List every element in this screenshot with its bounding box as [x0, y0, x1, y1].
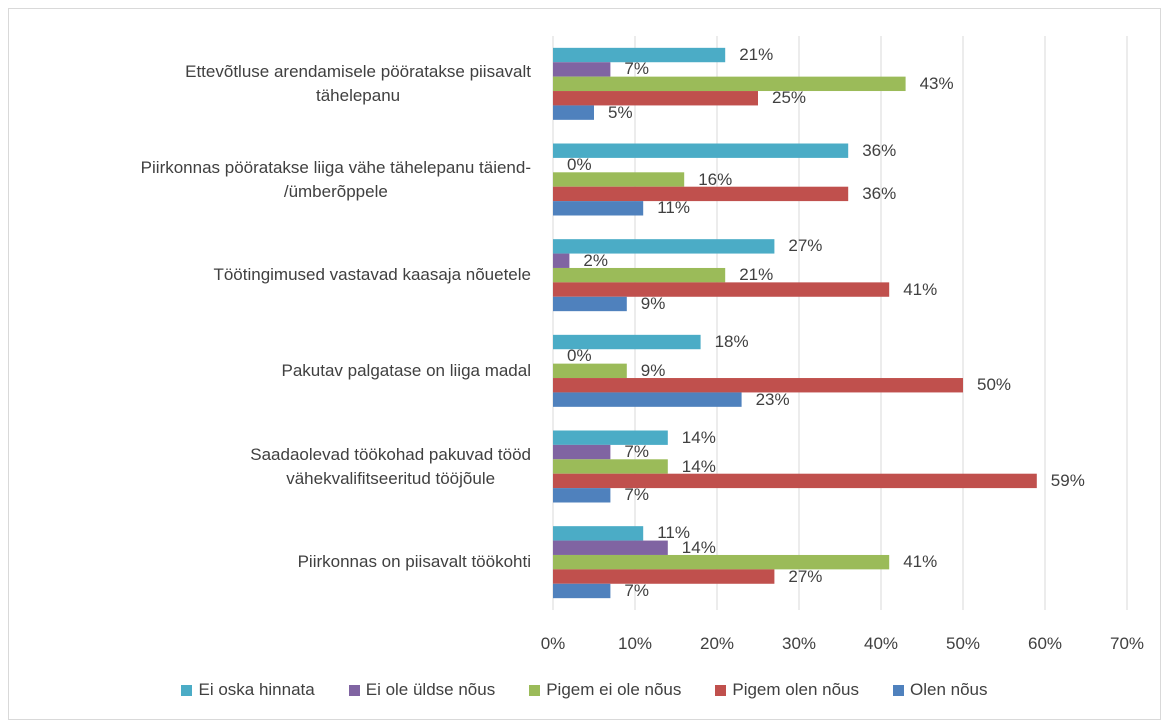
data-label: 9%	[640, 360, 666, 380]
legend-label: Pigem ei ole nõus	[546, 680, 682, 699]
x-tick-label: 30%	[781, 634, 817, 653]
legend-item: Ei oska hinnata	[181, 680, 315, 700]
bar	[553, 201, 644, 216]
data-label: 11%	[657, 523, 690, 543]
bar	[553, 488, 611, 503]
data-label: 27%	[788, 566, 823, 586]
x-tick-label: 50%	[945, 634, 981, 653]
bar	[553, 296, 627, 312]
bar	[553, 473, 1037, 489]
data-label: 41%	[903, 552, 938, 572]
bar	[553, 554, 890, 570]
data-label: 14%	[681, 456, 716, 476]
legend-swatch	[348, 684, 360, 696]
bar	[553, 76, 906, 92]
bar	[553, 239, 775, 254]
data-label: 14%	[681, 537, 716, 557]
data-label: 18%	[714, 332, 749, 352]
y-tick-label: Piirkonnas pööratakse liiga vähe tähelep…	[140, 157, 531, 201]
data-label: 9%	[640, 293, 666, 313]
y-tick-label: Pakutav palgatase on liiga madal	[281, 360, 532, 380]
x-tick-label: 40%	[863, 634, 899, 653]
bar	[553, 267, 726, 283]
legend-swatch	[893, 684, 904, 696]
bar	[553, 334, 701, 350]
data-label: 16%	[698, 169, 733, 189]
bar	[553, 143, 849, 158]
data-label: 50%	[977, 375, 1012, 395]
data-label: 59%	[1050, 470, 1085, 490]
data-label: 25%	[772, 88, 807, 108]
bar	[553, 378, 963, 393]
legend-label: Olen nõus	[910, 680, 988, 699]
y-tick-label: Piirkonnas on piisavalt töökohti	[297, 552, 531, 572]
y-tick-label: Ettevõtluse arendamisele pööratakse piis…	[185, 61, 531, 105]
y-tick-label: Töötingimused vastavad kaasaja nõuetele	[213, 265, 531, 285]
data-label: 7%	[624, 442, 649, 462]
bar	[553, 105, 594, 120]
data-label: 27%	[788, 236, 823, 256]
bar	[553, 62, 611, 77]
bar	[553, 47, 726, 63]
legend-label: Ei ole üldse nõus	[365, 680, 496, 699]
legend-label: Ei oska hinnata	[198, 680, 315, 699]
legend: Ei oska hinnata Ei ole üldse nõus Pigem ei…	[0, 680, 1169, 700]
bar	[553, 91, 758, 106]
data-label: 7%	[624, 580, 649, 600]
legend-swatch	[181, 684, 193, 696]
x-tick-label: 20%	[699, 634, 735, 653]
bar	[553, 444, 611, 460]
chart-border	[8, 8, 1161, 720]
bar	[553, 172, 685, 187]
x-tick-label: 10%	[617, 634, 653, 653]
x-tick-label: 70%	[1109, 634, 1145, 653]
x-tick-label: 60%	[1027, 634, 1063, 653]
data-label: 14%	[681, 427, 716, 447]
bar	[553, 392, 742, 407]
data-label: 41%	[903, 279, 938, 299]
data-label: 11%	[657, 198, 690, 218]
data-label: 23%	[755, 389, 790, 409]
data-label: 5%	[608, 102, 633, 122]
bar	[553, 253, 570, 268]
legend-item: Pigem ei ole nõus	[529, 680, 681, 700]
bar	[553, 526, 644, 541]
bar	[553, 540, 668, 555]
data-label: 7%	[624, 59, 649, 79]
bar	[553, 282, 890, 297]
bar	[553, 569, 775, 584]
data-label: 2%	[583, 250, 608, 270]
data-label: 36%	[862, 140, 897, 160]
data-label: 0%	[567, 155, 592, 175]
data-label: 43%	[919, 73, 954, 93]
bar	[553, 186, 849, 202]
legend-label: Pigem olen nõus	[732, 680, 859, 699]
data-label: 0%	[567, 346, 592, 366]
data-label: 21%	[739, 45, 774, 65]
legend-swatch	[529, 684, 541, 696]
legend-item: Ei ole üldse nõus	[348, 680, 496, 700]
bar	[553, 583, 611, 599]
data-label: 7%	[624, 485, 649, 505]
y-tick-label: Saadaolevad töökohad pakuvad tööd vähekv…	[250, 444, 531, 488]
legend-item: Olen nõus	[893, 680, 988, 700]
legend-swatch	[715, 684, 727, 696]
data-label: 21%	[739, 265, 774, 285]
x-tick-label: 0%	[540, 634, 566, 653]
bar	[553, 459, 668, 474]
bar	[553, 430, 668, 445]
bar	[553, 363, 627, 379]
data-label: 36%	[862, 183, 897, 203]
legend-item: Pigem olen nõus	[715, 680, 859, 700]
